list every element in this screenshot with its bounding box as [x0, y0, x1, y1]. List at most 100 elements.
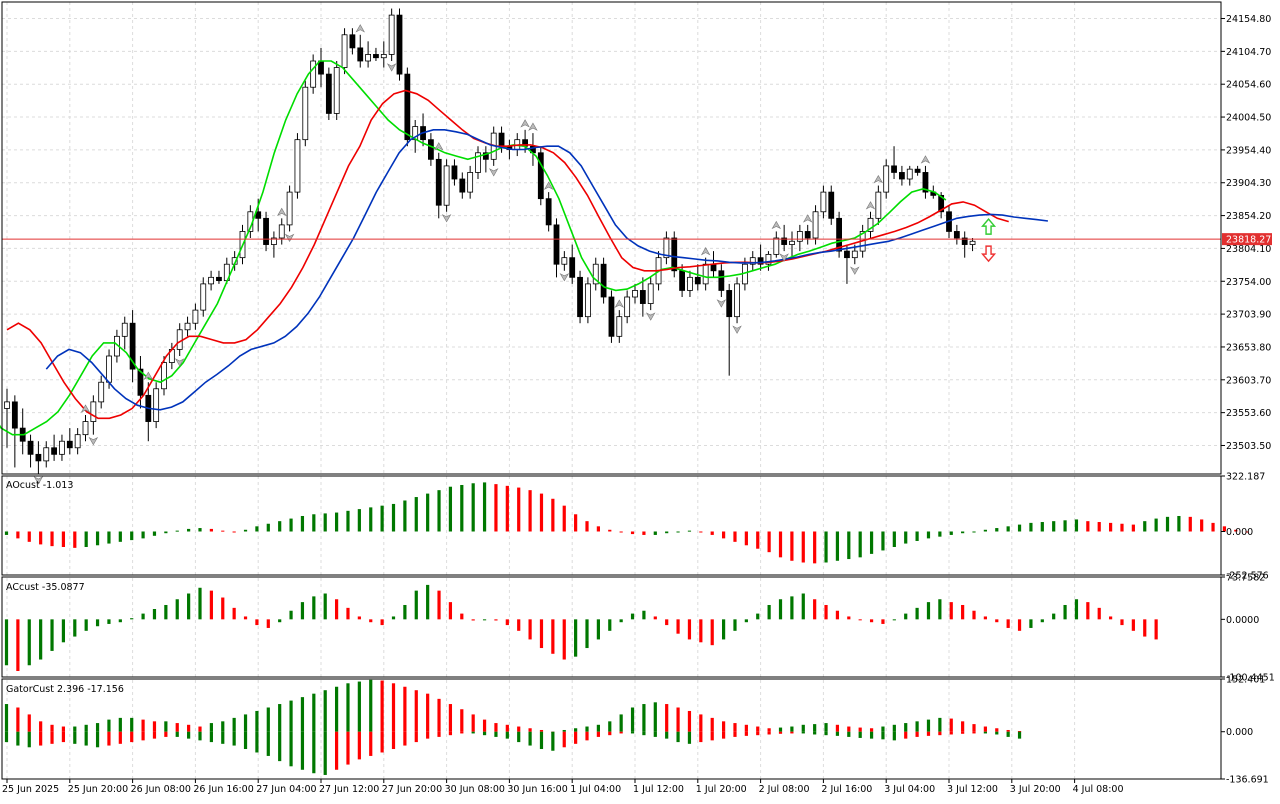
candle[interactable] — [757, 244, 764, 271]
candle[interactable] — [11, 395, 18, 468]
candle[interactable] — [349, 28, 356, 55]
candle[interactable] — [789, 231, 795, 258]
candle[interactable] — [796, 224, 803, 252]
candle[interactable] — [294, 133, 301, 199]
candle[interactable] — [443, 159, 450, 212]
candle[interactable] — [184, 316, 191, 337]
candle[interactable] — [961, 231, 968, 258]
candle[interactable] — [914, 165, 921, 176]
candle[interactable] — [592, 257, 599, 291]
candle[interactable] — [66, 428, 73, 455]
candle[interactable] — [687, 270, 693, 297]
candle[interactable] — [561, 251, 568, 271]
candle[interactable] — [585, 277, 591, 324]
candle[interactable] — [812, 205, 819, 245]
candle[interactable] — [899, 165, 905, 186]
candle[interactable] — [671, 231, 678, 278]
candle[interactable] — [404, 67, 411, 147]
candle[interactable] — [804, 224, 811, 245]
candle[interactable] — [749, 251, 756, 271]
candle[interactable] — [82, 415, 89, 442]
ao-bar — [505, 485, 509, 532]
candle[interactable] — [98, 375, 105, 409]
candle[interactable] — [969, 238, 976, 252]
candle[interactable] — [341, 28, 348, 75]
candle[interactable] — [427, 133, 434, 166]
ac-bar — [448, 602, 453, 620]
candle[interactable] — [388, 8, 395, 61]
candle[interactable] — [270, 231, 277, 258]
candle[interactable] — [373, 47, 379, 61]
candle[interactable] — [734, 277, 740, 324]
candle[interactable] — [310, 54, 317, 94]
candle[interactable] — [396, 8, 403, 81]
candle[interactable] — [325, 67, 332, 120]
candle[interactable] — [694, 264, 701, 291]
candle[interactable] — [74, 428, 81, 455]
candle[interactable] — [906, 165, 913, 186]
candle[interactable] — [278, 218, 285, 245]
candle[interactable] — [600, 257, 607, 304]
candle[interactable] — [781, 224, 788, 252]
candle[interactable] — [459, 172, 466, 199]
candle[interactable] — [4, 388, 10, 448]
candle[interactable] — [451, 159, 458, 186]
candle[interactable] — [922, 165, 929, 199]
candle[interactable] — [475, 146, 481, 179]
candle[interactable] — [537, 146, 544, 206]
candle[interactable] — [43, 441, 50, 468]
candle[interactable] — [200, 277, 207, 317]
ac-pane[interactable]: ACcust -35.0877 — [4, 582, 1158, 672]
candle[interactable] — [867, 211, 874, 238]
candle[interactable] — [51, 434, 57, 461]
candle[interactable] — [59, 434, 65, 461]
candle[interactable] — [365, 41, 372, 68]
price-pane[interactable] — [0, 8, 1221, 485]
candle[interactable] — [891, 146, 897, 179]
candle[interactable] — [820, 185, 827, 219]
candle[interactable] — [569, 244, 576, 284]
candle[interactable] — [632, 283, 638, 304]
ao-pane[interactable]: AOcust -1.013 — [4, 480, 1249, 564]
candle[interactable] — [844, 244, 850, 284]
candle[interactable] — [828, 185, 835, 225]
gator-lower-bar — [949, 731, 953, 735]
candle[interactable] — [718, 264, 725, 297]
candle[interactable] — [545, 192, 552, 232]
candle[interactable] — [553, 218, 560, 278]
candle[interactable] — [121, 316, 128, 350]
candle[interactable] — [286, 185, 293, 232]
candle[interactable] — [647, 277, 654, 311]
candle[interactable] — [357, 34, 364, 68]
gator-lower-bar — [50, 731, 54, 744]
candle[interactable] — [35, 441, 42, 474]
candle[interactable] — [161, 356, 167, 396]
candle[interactable] — [624, 290, 631, 324]
candle[interactable] — [608, 290, 615, 343]
candle[interactable] — [953, 224, 960, 245]
candle[interactable] — [875, 185, 882, 225]
candle[interactable] — [263, 211, 269, 252]
candle[interactable] — [435, 152, 442, 219]
candle[interactable] — [773, 231, 780, 258]
candle[interactable] — [380, 41, 387, 68]
candle[interactable] — [27, 434, 34, 468]
candle[interactable] — [482, 146, 489, 173]
candle[interactable] — [208, 270, 215, 291]
candle[interactable] — [192, 303, 199, 330]
candle[interactable] — [302, 80, 309, 147]
candle[interactable] — [883, 159, 890, 199]
candle[interactable] — [639, 277, 646, 317]
candle[interactable] — [726, 283, 733, 376]
candle[interactable] — [577, 270, 583, 324]
candle[interactable] — [153, 382, 160, 429]
candle[interactable] — [216, 270, 222, 284]
candle[interactable] — [467, 165, 474, 199]
candle[interactable] — [333, 61, 340, 120]
candle[interactable] — [663, 231, 670, 265]
candle[interactable] — [616, 310, 623, 343]
candle[interactable] — [129, 310, 136, 383]
gator-pane[interactable]: GatorCust 2.396 -17.156 — [4, 679, 1022, 775]
ao-bar — [448, 486, 453, 532]
